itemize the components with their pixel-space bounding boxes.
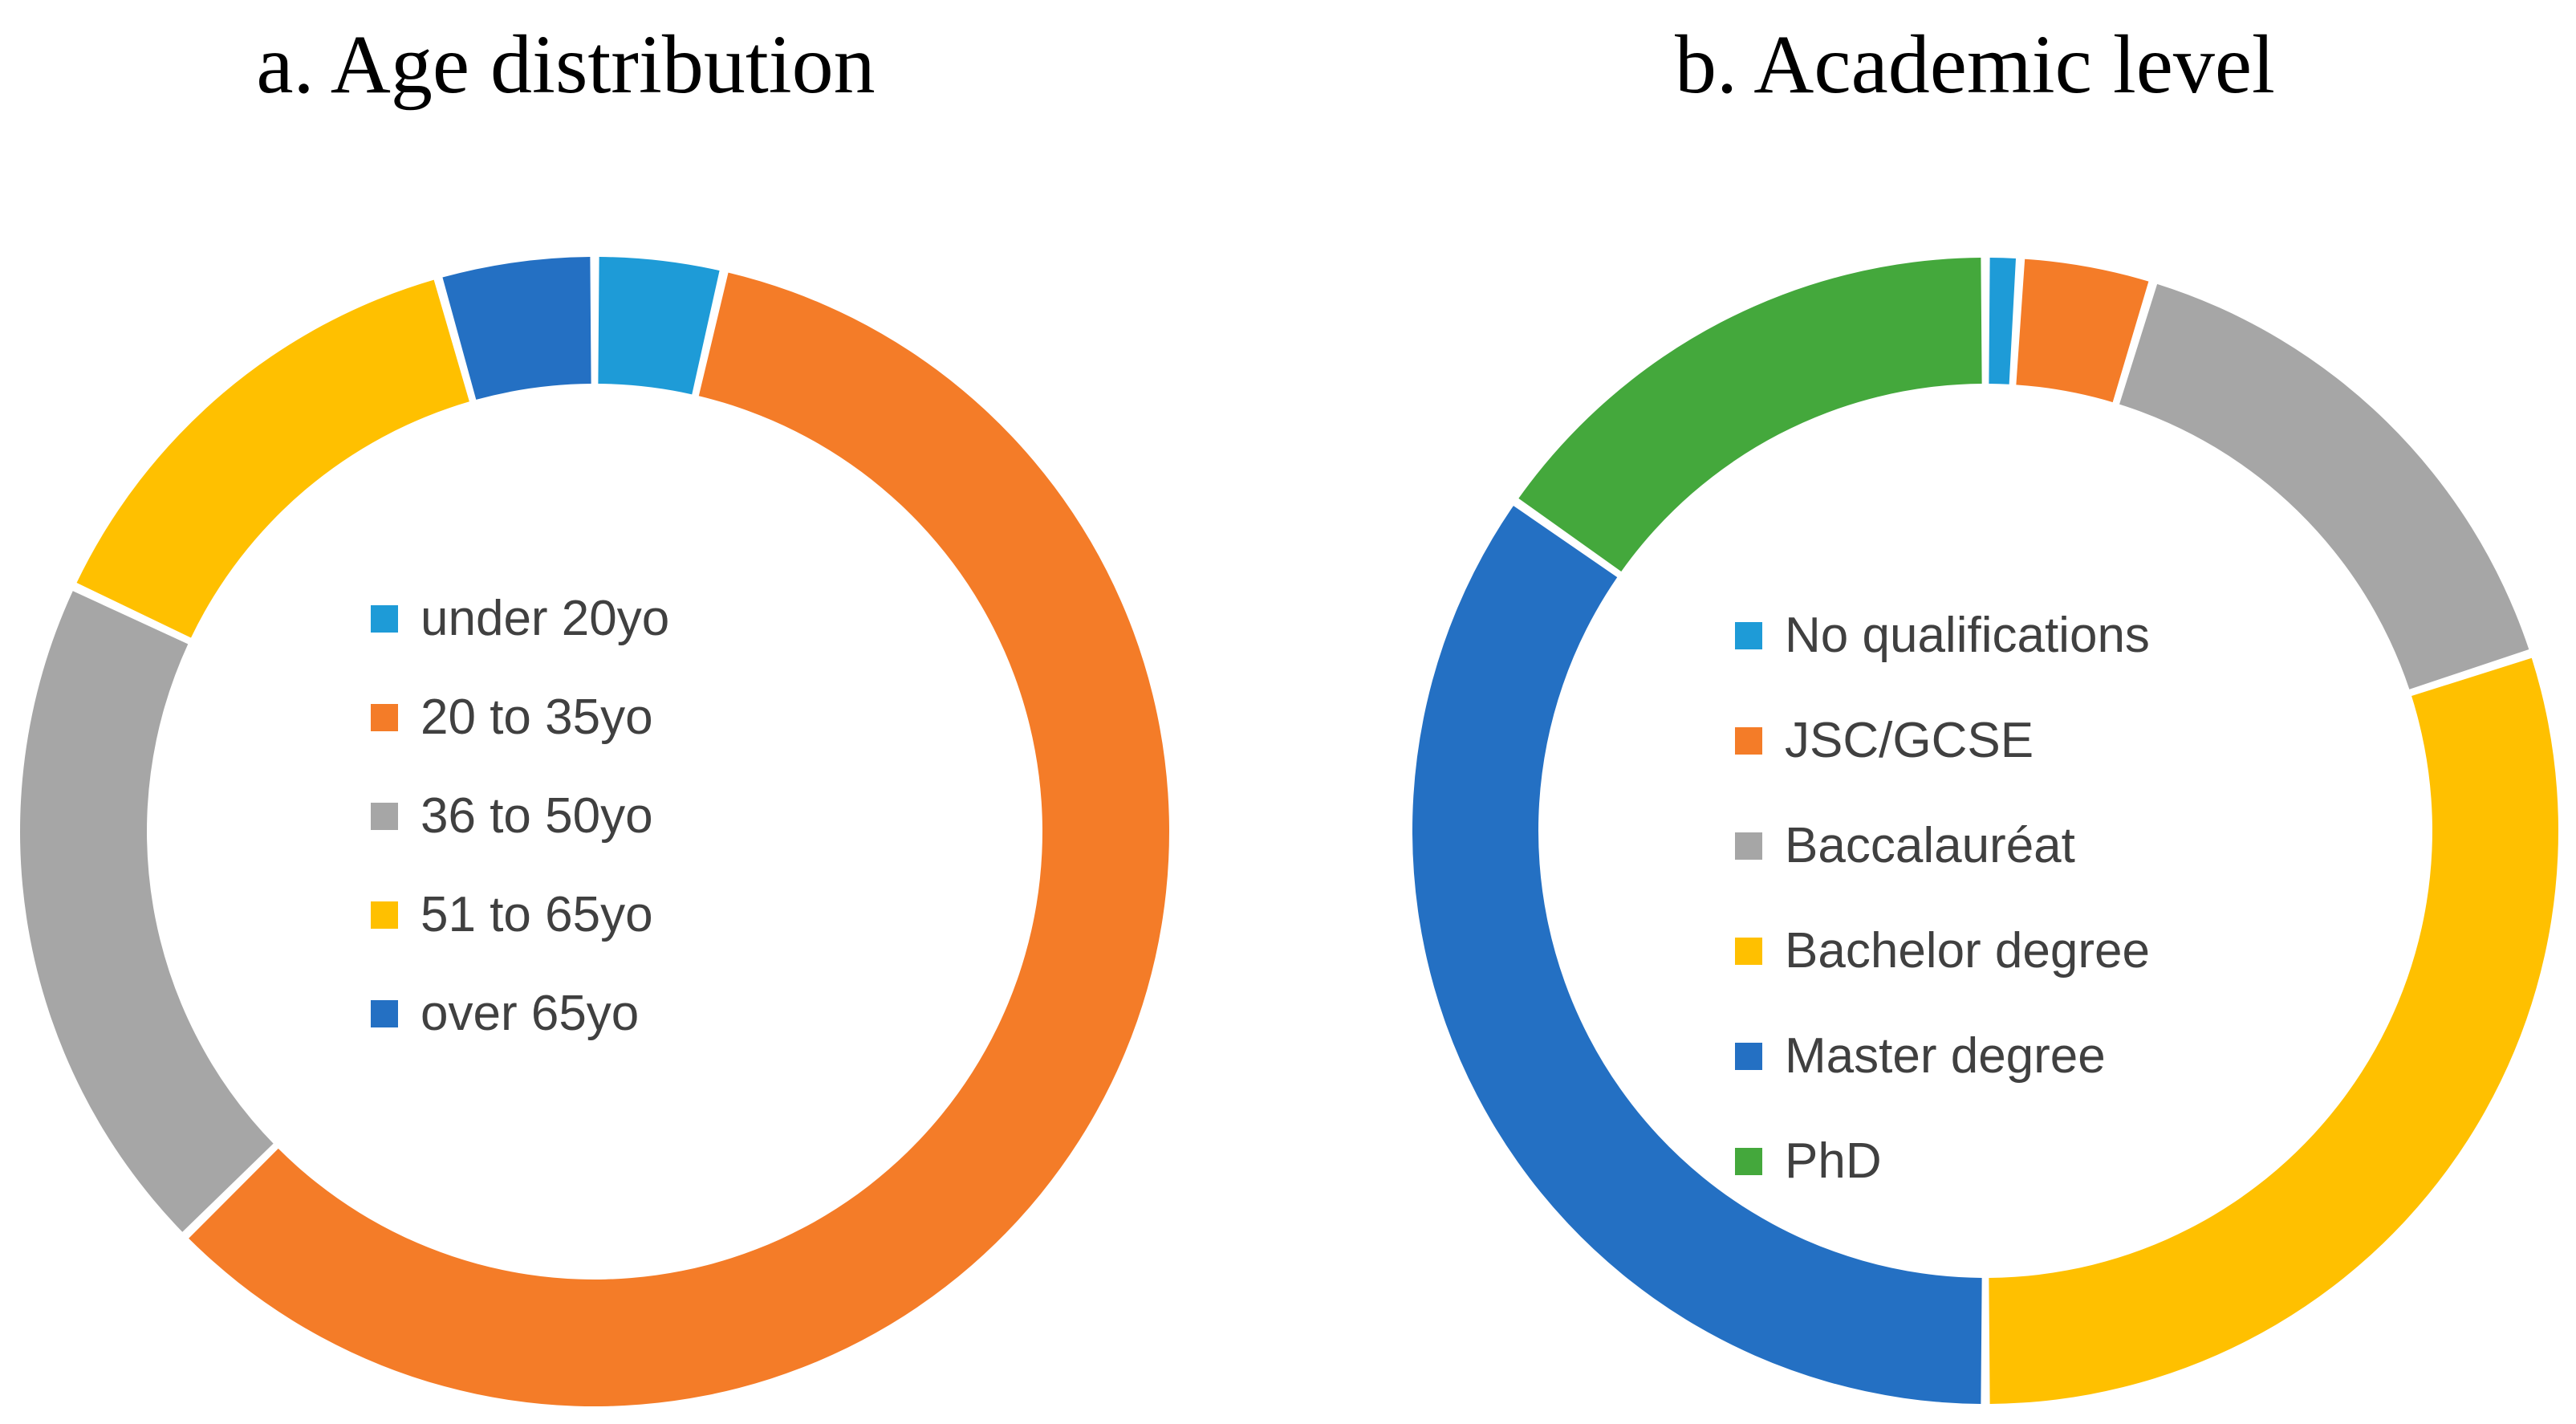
donut-segment-over-65yo	[442, 257, 591, 400]
donut-segment-master-degree	[1412, 506, 1982, 1404]
legend-label-20-to-35yo: 20 to 35yo	[421, 689, 653, 745]
legend-item-20-to-35yo: 20 to 35yo	[371, 668, 669, 767]
chart-title-academic-level: b. Academic level	[1675, 18, 2275, 111]
legend-item-no-qualifications: No qualifications	[1735, 583, 2150, 688]
legend-swatch-36-to-50yo	[371, 802, 398, 830]
academic-level-donut-chart	[1412, 258, 2559, 1404]
legend-swatch-20-to-35yo	[371, 703, 398, 731]
legend-swatch-jsc-gcse	[1735, 726, 1762, 755]
donut-segment-phd	[1518, 258, 1982, 572]
academic-level-legend: No qualifications JSC/GCSE Baccalauréat Bac…	[1735, 583, 2150, 1214]
legend-item-over-65yo: over 65yo	[371, 964, 669, 1063]
legend-swatch-under-20yo	[371, 604, 398, 633]
legend-item-phd: PhD	[1735, 1109, 2150, 1214]
legend-item-under-20yo: under 20yo	[371, 569, 669, 668]
legend-label-under-20yo: under 20yo	[421, 590, 670, 646]
legend-item-bachelor-degree: Bachelor degree	[1735, 898, 2150, 1003]
age-distribution-donut-chart	[20, 257, 1169, 1407]
legend-label-phd: PhD	[1785, 1133, 1882, 1189]
legend-item-master-degree: Master degree	[1735, 1003, 2150, 1109]
legend-swatch-over-65yo	[371, 999, 398, 1027]
legend-label-51-to-65yo: 51 to 65yo	[421, 886, 653, 942]
chart-title-age-distribution: a. Age distribution	[256, 18, 876, 111]
legend-swatch-no-qualifications	[1735, 621, 1762, 649]
legend-label-over-65yo: over 65yo	[421, 985, 640, 1041]
donut-segment-51-to-65yo	[76, 279, 469, 638]
donut-segment-20-to-35yo	[189, 272, 1169, 1407]
legend-item-jsc-gcse: JSC/GCSE	[1735, 688, 2150, 793]
legend-label-master-degree: Master degree	[1785, 1027, 2106, 1084]
legend-label-baccalaur-at: Baccalauréat	[1785, 817, 2075, 873]
legend-swatch-bachelor-degree	[1735, 937, 1762, 965]
legend-label-bachelor-degree: Bachelor degree	[1785, 922, 2150, 978]
donut-segment-36-to-50yo	[20, 591, 274, 1232]
legend-label-jsc-gcse: JSC/GCSE	[1785, 712, 2034, 768]
legend-item-51-to-65yo: 51 to 65yo	[371, 865, 669, 964]
legend-label-no-qualifications: No qualifications	[1785, 607, 2150, 663]
legend-item-36-to-50yo: 36 to 50yo	[371, 767, 669, 865]
legend-swatch-baccalaur-at	[1735, 832, 1762, 860]
donut-segment-jsc-gcse	[2016, 258, 2149, 403]
legend-swatch-phd	[1735, 1147, 1762, 1175]
legend-swatch-master-degree	[1735, 1042, 1762, 1070]
legend-label-36-to-50yo: 36 to 50yo	[421, 787, 653, 844]
age-distribution-legend: under 20yo 20 to 35yo 36 to 50yo 51 to 65yo…	[371, 569, 669, 1063]
legend-item-baccalaur-at: Baccalauréat	[1735, 793, 2150, 898]
donut-segment-bachelor-degree	[1989, 657, 2559, 1404]
donut-segment-no-qualifications	[1989, 258, 2016, 384]
donut-segment-baccalaur-at	[2119, 283, 2529, 690]
donut-segment-under-20yo	[598, 257, 720, 395]
legend-swatch-51-to-65yo	[371, 901, 398, 929]
